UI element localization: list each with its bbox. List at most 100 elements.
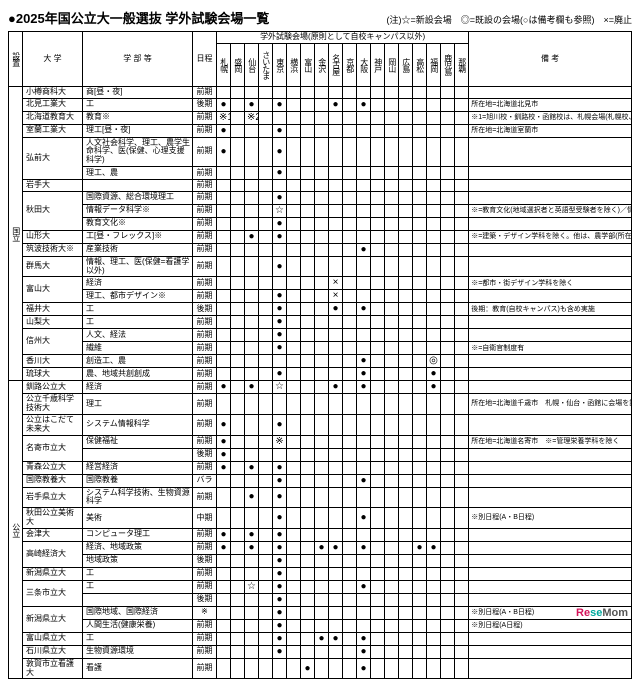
venue-cell [399, 645, 413, 658]
venue-cell [399, 230, 413, 243]
venue-cell [385, 487, 399, 508]
venue-cell [287, 355, 301, 368]
venue-cell: ● [413, 541, 427, 554]
venue-cell [399, 243, 413, 256]
venue-cell [385, 461, 399, 474]
venue-cell [231, 541, 245, 554]
venue-cell [301, 632, 315, 645]
venue-cell [287, 204, 301, 217]
venue-cell [371, 474, 385, 487]
venue-cell [357, 448, 371, 461]
venue-cell [245, 303, 259, 316]
venue-cell [329, 508, 343, 529]
venue-cell [357, 487, 371, 508]
venue-cell [315, 554, 329, 567]
sched-cell: 前期 [193, 414, 217, 435]
venue-cell [301, 645, 315, 658]
venue-cell [301, 368, 315, 381]
venue-cell [329, 435, 343, 448]
venue-cell [301, 461, 315, 474]
venue-cell [357, 166, 371, 179]
venue-cell [413, 554, 427, 567]
venue-cell [287, 567, 301, 580]
venue-cell: ● [273, 554, 287, 567]
venue-cell: ● [273, 580, 287, 593]
venue-cell [427, 303, 441, 316]
venue-cell [245, 329, 259, 342]
venue-cell [357, 111, 371, 124]
venue-cell [441, 606, 455, 619]
venue-cell [315, 243, 329, 256]
sched-cell: 前期 [193, 166, 217, 179]
venue-cell [455, 567, 469, 580]
venue-cell [413, 619, 427, 632]
venue-cell [245, 179, 259, 191]
venue-cell [287, 303, 301, 316]
venue-cell [231, 394, 245, 415]
venue-cell: ● [357, 368, 371, 381]
venue-cell [287, 508, 301, 529]
venue-cell [385, 179, 399, 191]
venue-cell [343, 619, 357, 632]
venue-cell [371, 217, 385, 230]
venue-cell [385, 414, 399, 435]
venue-cell [217, 277, 231, 290]
dept-cell: 生物資源環境 [83, 645, 193, 658]
dept-cell: 経済 [83, 277, 193, 290]
table-row: 群馬大情報、理工、医(保健=看護学以外)前期● [9, 256, 632, 277]
note-cell [469, 381, 632, 394]
venue-cell [287, 368, 301, 381]
venue-cell [441, 580, 455, 593]
venue-cell [385, 394, 399, 415]
venue-cell [399, 619, 413, 632]
venue-cell: ● [245, 487, 259, 508]
venue-cell [427, 394, 441, 415]
venue-cell [287, 243, 301, 256]
venue-cell [357, 606, 371, 619]
venue-cell [245, 368, 259, 381]
venue-cell [399, 580, 413, 593]
venue-cell [371, 394, 385, 415]
venue-cell [413, 528, 427, 541]
note-cell [469, 179, 632, 191]
note-cell [469, 567, 632, 580]
venue-cell [329, 619, 343, 632]
table-row: 富山大経済前期×※=都市・街デザイン学科を除く [9, 277, 632, 290]
venue-cell: ● [329, 381, 343, 394]
venue-cell: ● [273, 528, 287, 541]
venue-cell [259, 593, 273, 606]
venue-cell [329, 329, 343, 342]
venue-cell [315, 316, 329, 329]
venue-cell [399, 166, 413, 179]
venue-cell [455, 528, 469, 541]
venue-cell [301, 277, 315, 290]
venue-cell [329, 256, 343, 277]
venue-cell [231, 606, 245, 619]
venue-cell [287, 191, 301, 204]
venue-cell [301, 394, 315, 415]
venue-cell: ● [217, 528, 231, 541]
venue-cell [329, 86, 343, 98]
venue-cell [371, 414, 385, 435]
sched-cell: 後期 [193, 98, 217, 111]
note-cell [469, 137, 632, 166]
venue-cell [231, 316, 245, 329]
venue-header: 福岡 [427, 43, 441, 86]
table-row: 公立千歳科学技術大理工前期所在地=北海道千歳市 札幌・仙台・函館に会場を設置 [9, 394, 632, 415]
venue-cell [343, 111, 357, 124]
table-row: 秋田公立美術大美術中期●●※別日程(A・B日程) [9, 508, 632, 529]
venue-cell [287, 435, 301, 448]
venue-cell [287, 329, 301, 342]
venue-cell [427, 111, 441, 124]
venue-cell [427, 166, 441, 179]
venue-cell [259, 435, 273, 448]
venue-cell [427, 329, 441, 342]
venue-cell [287, 487, 301, 508]
venue-cell [315, 230, 329, 243]
venue-cell [287, 448, 301, 461]
venue-cell [357, 414, 371, 435]
sched-cell: 前期 [193, 580, 217, 593]
venue-cell [385, 243, 399, 256]
venue-cell [441, 593, 455, 606]
venue-header: 鹿児島 [441, 43, 455, 86]
